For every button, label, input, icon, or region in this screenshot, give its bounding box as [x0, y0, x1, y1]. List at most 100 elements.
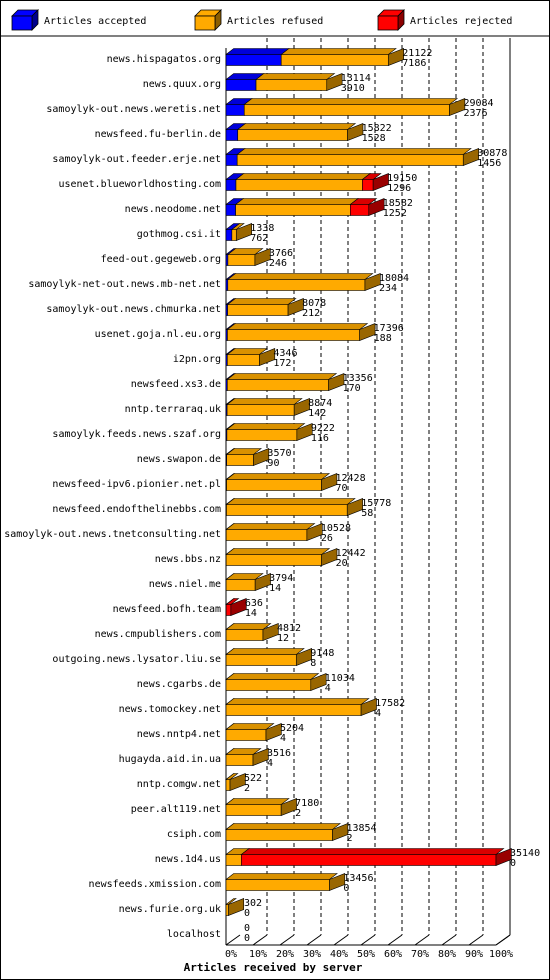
x-tick-label: 0%	[225, 949, 237, 960]
tick-floor-line	[387, 934, 403, 946]
row-label: nntp.comgw.net	[137, 779, 221, 790]
legend-label: Articles accepted	[44, 16, 146, 27]
x-tick-label: 90%	[465, 949, 483, 960]
legend-swatch	[377, 15, 399, 31]
bar-total-label: 8874	[308, 398, 332, 409]
bar-refused	[227, 379, 329, 391]
bar-accepted-label: 212	[302, 308, 320, 319]
bar-accepted-label: 1456	[477, 158, 501, 169]
row-label: newsfeed.fu-berlin.de	[95, 129, 221, 140]
x-tick-label: 100%	[489, 949, 513, 960]
row-label: news.neodome.net	[125, 204, 221, 215]
row-label: peer.alt119.net	[131, 804, 221, 815]
bar-refused-top	[227, 248, 264, 255]
row-label: localhost	[167, 929, 221, 940]
bar-refused	[235, 179, 363, 191]
bar-refused-top	[225, 548, 331, 555]
bar-accepted-label: 12	[277, 633, 289, 644]
bar-total-label: 17582	[375, 698, 405, 709]
bar-end-side	[332, 823, 349, 841]
bar-refused	[226, 479, 322, 491]
x-tick-label: 70%	[411, 949, 429, 960]
bar-total-label: 19150	[387, 173, 417, 184]
bar-accepted-label: 26	[321, 533, 333, 544]
row-label: news.1d4.us	[155, 854, 221, 865]
row-label: newsfeed.bofh.team	[113, 604, 221, 615]
bar-end-side	[262, 623, 279, 641]
row-label: i2pn.org	[173, 354, 221, 365]
bar-end-side	[360, 698, 377, 716]
row-label: newsfeed-ipv6.pionier.net.pl	[52, 479, 221, 490]
tick-floor-line	[279, 934, 295, 946]
bar-rejected	[241, 854, 497, 866]
bar-refused	[225, 754, 254, 766]
bar-refused-top	[225, 673, 320, 680]
bar-accepted-label: 8	[310, 658, 316, 669]
bar-end-side	[326, 73, 343, 91]
legend-item-accepted: Articles accepted	[11, 9, 146, 31]
row-label: outgoing.news.lysator.liu.se	[52, 654, 221, 665]
bar-total-label: 18582	[383, 198, 413, 209]
bar-refused	[225, 579, 256, 591]
bar-total-label: 18084	[379, 273, 409, 284]
tick-floor-line	[225, 934, 241, 946]
bar-accepted-label: 234	[379, 283, 397, 294]
bar-accepted-label: 0	[343, 883, 349, 894]
bar-accepted	[225, 179, 237, 191]
bar-refused	[227, 254, 256, 266]
row-label: news.swapon.de	[137, 454, 221, 465]
row-label: csiph.com	[167, 829, 221, 840]
legend: Articles accepted Articles refused Article…	[0, 9, 550, 37]
bar-accepted-label: 1252	[383, 208, 407, 219]
bar-accepted-label: 4	[280, 733, 286, 744]
bar-end-side	[293, 398, 310, 416]
x-tick-label: 30%	[303, 949, 321, 960]
bar-end-side	[364, 273, 381, 291]
bar-refused-top	[225, 448, 263, 455]
bar-total-label: 13456	[343, 873, 373, 884]
bar-accepted-label: 7186	[402, 58, 426, 69]
bar-refused-top	[225, 523, 316, 530]
bar-total-label: 302	[244, 898, 262, 909]
bar-end-side	[495, 848, 512, 866]
bar-end-side	[228, 898, 245, 916]
bar-total-label: 12442	[336, 548, 366, 559]
row-label: usenet.blueworldhosting.com	[58, 179, 221, 190]
bar-total-label: 13114	[341, 73, 371, 84]
bar-total-label: 15822	[362, 123, 392, 134]
row-label: samoylyk-net-out.news.mb-net.net	[28, 279, 221, 290]
bar-accepted-label: 0	[244, 933, 250, 944]
row-label: feed-out.gegeweb.org	[101, 254, 221, 265]
x-tick-label: 80%	[438, 949, 456, 960]
row-label: news.tomockey.net	[119, 704, 221, 715]
bar-rejected	[350, 204, 370, 216]
bar-refused	[226, 454, 254, 466]
bar-refused-top	[236, 123, 357, 130]
tick-floor-line	[306, 934, 322, 946]
bar-accepted-label: 1528	[362, 133, 386, 144]
bar-end-side	[321, 473, 338, 491]
row-label: gothmog.csi.it	[137, 229, 221, 240]
bar-refused-top	[226, 423, 306, 430]
bar-refused-top	[225, 723, 275, 730]
bar-rejected-top	[240, 848, 505, 855]
bar-accepted-label: 172	[273, 358, 291, 369]
bar-total-label: 5204	[280, 723, 304, 734]
bar-accepted-label: 246	[269, 258, 287, 269]
bar-refused	[227, 279, 366, 291]
bar-end-side	[235, 223, 252, 241]
bar-total-label: 3570	[267, 448, 291, 459]
bar-refused	[243, 104, 450, 116]
bar-refused-top	[255, 73, 336, 80]
bar-refused-top	[226, 298, 297, 305]
bar-refused	[225, 529, 308, 541]
bar-refused	[225, 804, 282, 816]
row-label: usenet.goja.nl.eu.org	[95, 329, 221, 340]
bar-accepted-label: 1296	[387, 183, 411, 194]
bar-refused	[226, 504, 348, 516]
bar-rejected	[225, 604, 232, 616]
bar-end-side	[296, 423, 313, 441]
tick-floor-line	[441, 934, 457, 946]
bar-accepted-top	[225, 48, 290, 55]
bar-end-side	[462, 148, 479, 166]
